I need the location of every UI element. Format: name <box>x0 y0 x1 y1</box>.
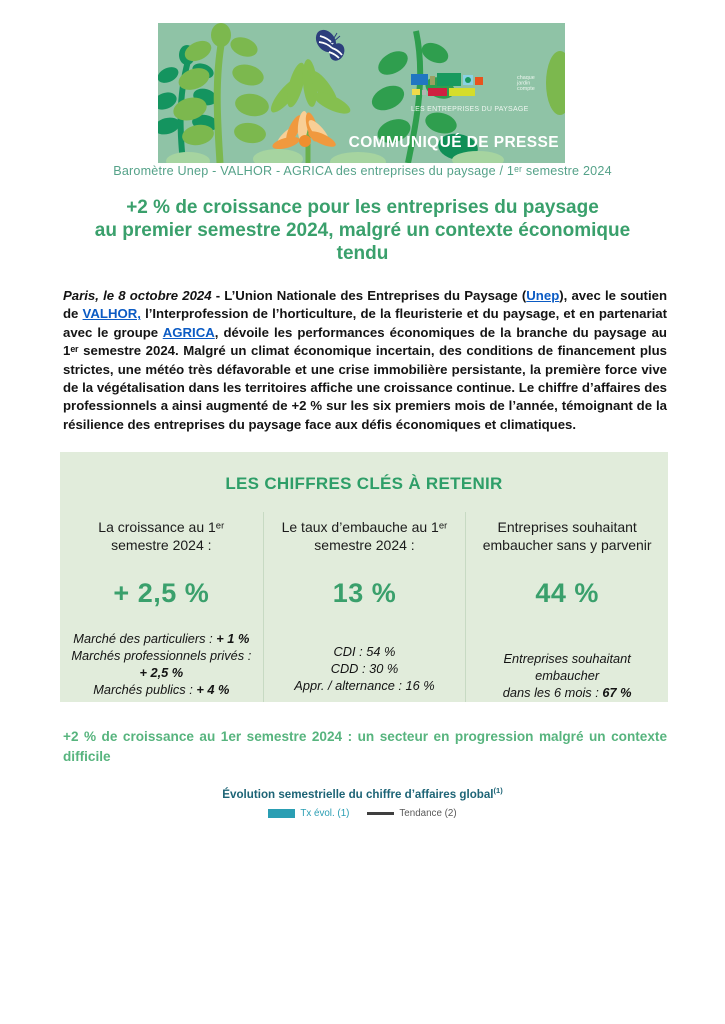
key-figures-title: LES CHIFFRES CLÉS À RETENIR <box>225 474 503 493</box>
green-vine <box>371 30 478 163</box>
banner: chaque jardin compte LES ENTREPRISES DU … <box>158 23 565 163</box>
press-release-label: COMMUNIQUÉ DE PRESSE <box>348 134 559 151</box>
detail-line: dans les 6 mois : 67 % <box>502 685 632 700</box>
detail-line: CDD : 30 % <box>330 661 399 676</box>
detail-line: Marchés professionnels privés : <box>71 648 252 663</box>
legend-item-trend: Tendance (2) <box>367 807 457 819</box>
key-figures-columns: La croissance au 1ᵉʳ semestre 2024 : + 2… <box>60 512 668 702</box>
column-header: Entreprises souhaitant embaucher sans y … <box>482 519 652 553</box>
legend-label: Tendance (2) <box>399 807 457 819</box>
key-details: Marché des particuliers : + 1 % Marchés … <box>70 630 253 698</box>
lead-seg3: l’Interprofession de l’horticulture, de … <box>63 306 667 340</box>
legend-swatch-line-icon <box>367 811 395 816</box>
key-figure-column-hiring-rate: Le taux d’embauche au 1ᵉʳ semestre 2024 … <box>262 512 466 702</box>
mint-leaves <box>166 149 504 163</box>
chart-title: Évolution semestrielle du chiffre d’affa… <box>0 786 725 801</box>
detail-line: Marché des particuliers : + 1 % <box>73 631 250 646</box>
key-figure-column-growth: La croissance au 1ᵉʳ semestre 2024 : + 2… <box>60 512 263 702</box>
detail-line: Entreprises souhaitant embaucher <box>503 651 631 683</box>
brand-logo-blocks <box>411 73 483 96</box>
orange-flower <box>272 111 336 150</box>
key-value: 44 % <box>535 578 599 608</box>
chart-title-text: Évolution semestrielle du chiffre d’affa… <box>222 787 494 801</box>
detail-line: CDI : 54 % <box>333 644 396 659</box>
plants-illustration <box>158 23 565 163</box>
link-unep[interactable]: Unep <box>526 288 560 303</box>
link-agrica[interactable]: AGRICA <box>162 324 215 340</box>
legend-label: Tx évol. (1) <box>300 807 350 819</box>
chart-legend: Tx évol. (1) Tendance (2) <box>0 808 725 819</box>
link-valhor[interactable]: VALHOR, <box>82 306 141 322</box>
key-figures-box: LES CHIFFRES CLÉS À RETENIR La croissanc… <box>60 452 668 702</box>
barometer-tagline: Baromètre Unep - VALHOR - AGRICA des ent… <box>113 164 612 178</box>
legend-swatch-bar-icon <box>268 808 296 818</box>
brand-logo: chaque jardin compte LES ENTREPRISES DU … <box>411 73 551 113</box>
butterfly-icon <box>315 29 345 61</box>
chart-header: Évolution semestrielle du chiffre d’affa… <box>0 786 725 819</box>
key-value: 13 % <box>332 578 397 608</box>
brand-name: LES ENTREPRISES DU PAYSAGE <box>411 106 529 113</box>
lead-seg2: ), avec le soutien de <box>63 288 668 322</box>
chart-title-superscript: (1) <box>493 786 503 795</box>
detail-line: Marchés publics : + 4 % <box>93 682 230 697</box>
dateline: Paris, le 8 octobre 2024 <box>63 288 212 303</box>
detail-line: Appr. / alternance : 16 % <box>294 678 435 693</box>
headline: +2 % de croissance pour les entreprises … <box>94 197 631 264</box>
lead-seg1: - L’Union Nationale des Entreprises du P… <box>211 288 527 303</box>
column-header: Le taux d’embauche au 1ᵉʳ semestre 2024 … <box>281 519 448 553</box>
key-figure-column-recruiting: Entreprises souhaitant embaucher sans y … <box>465 512 668 702</box>
key-value: + 2,5 % <box>113 578 210 608</box>
legend-item-evol: Tx évol. (1) <box>268 808 349 819</box>
key-details: Entreprises souhaitant embaucher dans le… <box>476 650 658 701</box>
brand-slogan: chaque jardin compte <box>517 74 535 92</box>
lead-paragraph: Paris, le 8 octobre 2024 - L’Union Natio… <box>63 287 667 434</box>
key-details: CDI : 54 % CDD : 30 % Appr. / alternance… <box>274 643 456 694</box>
edge-leaf <box>546 51 565 115</box>
detail-line: + 2,5 % <box>139 665 184 680</box>
lead-seg4: , dévoile les performances économiques d… <box>63 324 667 432</box>
light-green-plant <box>173 23 269 163</box>
column-header: La croissance au 1ᵉʳ semestre 2024 : <box>98 519 225 553</box>
section-heading: +2 % de croissance au 1er semestre 2024 … <box>63 729 667 764</box>
